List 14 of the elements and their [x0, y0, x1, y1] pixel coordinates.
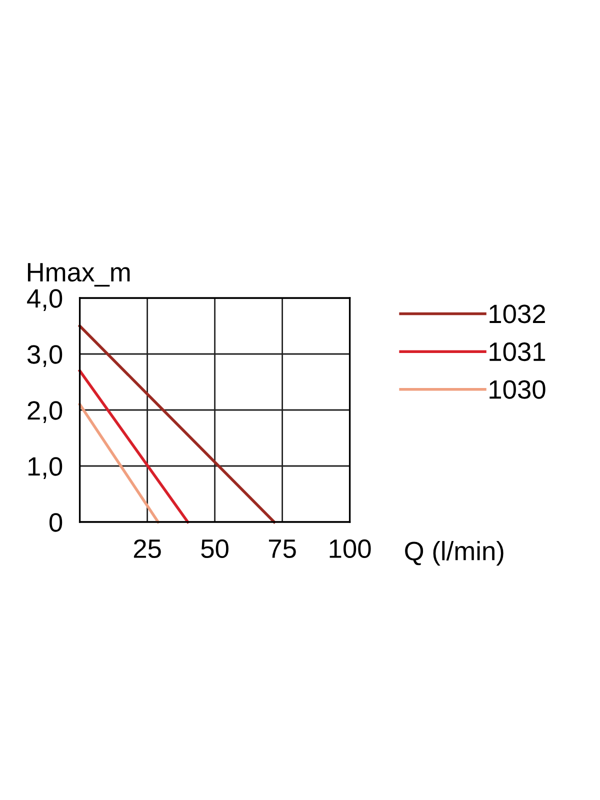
x-tick-label: 75 [268, 540, 296, 558]
x-tick-label: 100 [330, 539, 371, 558]
x-tick-label: 50 [201, 539, 228, 558]
legend-label: 1031 [490, 342, 546, 362]
legend-label: 1032 [490, 304, 546, 324]
y-tick-label: 2,0 [28, 401, 62, 423]
y-tick-label: 4,0 [27, 289, 62, 311]
legend-label: 1030 [490, 380, 546, 399]
x-axis-title: Q (l/min) [405, 541, 504, 566]
y-axis-title: Hmax_m [28, 263, 130, 287]
x-tick-label: 25 [134, 539, 161, 558]
y-tick-label: 1,0 [28, 457, 62, 479]
y-tick-label: 3,0 [27, 345, 62, 367]
y-tick-label: 0 [49, 513, 62, 532]
